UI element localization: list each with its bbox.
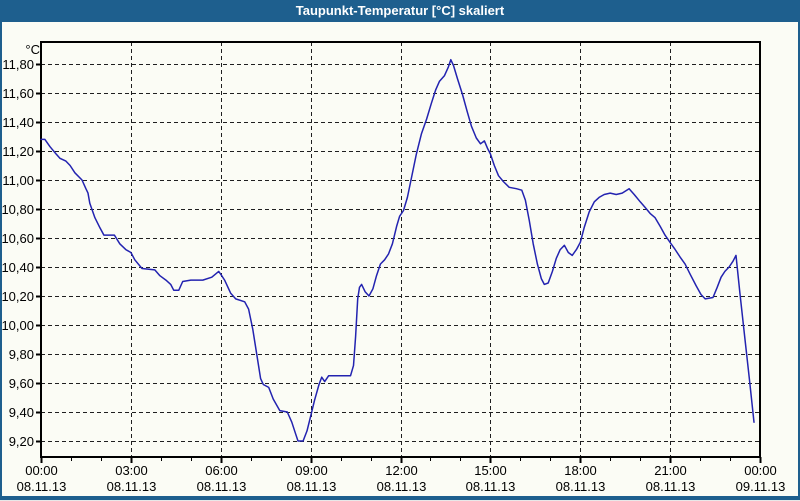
chart-area: 9,20 9,40 9,60 9,80 10,00 10,20 10,40 10,60 10,8… xyxy=(1,22,798,496)
svg-text:11,60: 11,60 xyxy=(2,86,34,101)
svg-text:9,60: 9,60 xyxy=(9,376,34,391)
chart-svg: 9,20 9,40 9,60 9,80 10,00 10,20 10,40 10,60 10,8… xyxy=(1,41,786,494)
svg-text:06:00: 06:00 xyxy=(205,463,238,478)
svg-text:10,40: 10,40 xyxy=(2,260,34,275)
svg-text:18:00: 18:00 xyxy=(564,463,597,478)
x-tick-labels: 00:0008.11.1303:0008.11.1306:0008.11.130… xyxy=(17,463,786,494)
svg-text:08.11.13: 08.11.13 xyxy=(556,479,606,494)
svg-text:10,00: 10,00 xyxy=(2,318,34,333)
svg-text:9,40: 9,40 xyxy=(9,405,34,420)
y-gridlines xyxy=(41,64,760,442)
svg-text:21:00: 21:00 xyxy=(654,463,687,478)
svg-text:10,80: 10,80 xyxy=(2,202,34,217)
svg-text:08.11.13: 08.11.13 xyxy=(466,479,516,494)
svg-text:00:00: 00:00 xyxy=(25,463,58,478)
window-title: Taupunkt-Temperatur [°C] skaliert xyxy=(295,3,505,18)
svg-text:08.11.13: 08.11.13 xyxy=(377,479,427,494)
svg-text:00:00: 00:00 xyxy=(744,463,777,478)
svg-text:15:00: 15:00 xyxy=(474,463,507,478)
svg-text:11,20: 11,20 xyxy=(2,144,34,159)
svg-text:03:00: 03:00 xyxy=(115,463,148,478)
temperature-line xyxy=(40,58,755,442)
svg-text:09:00: 09:00 xyxy=(295,463,328,478)
svg-text:11,40: 11,40 xyxy=(2,115,34,130)
svg-text:11,80: 11,80 xyxy=(2,57,34,72)
svg-text:11,00: 11,00 xyxy=(2,173,34,188)
svg-text:09.11.13: 09.11.13 xyxy=(736,479,786,494)
celsius-unit-label: °C xyxy=(25,42,40,57)
svg-text:9,80: 9,80 xyxy=(9,347,34,362)
svg-text:9,20: 9,20 xyxy=(9,434,34,449)
svg-text:08.11.13: 08.11.13 xyxy=(107,479,157,494)
svg-text:12:00: 12:00 xyxy=(385,463,418,478)
svg-text:10,20: 10,20 xyxy=(2,289,34,304)
svg-text:08.11.13: 08.11.13 xyxy=(17,479,67,494)
svg-text:08.11.13: 08.11.13 xyxy=(287,479,337,494)
plot-border xyxy=(40,41,761,458)
title-bar: Taupunkt-Temperatur [°C] skaliert xyxy=(2,0,798,22)
svg-text:10,60: 10,60 xyxy=(2,231,34,246)
y-tick-labels: 9,20 9,40 9,60 9,80 10,00 10,20 10,40 10,60 10,8… xyxy=(1,57,34,449)
svg-text:08.11.13: 08.11.13 xyxy=(646,479,696,494)
svg-text:08.11.13: 08.11.13 xyxy=(197,479,247,494)
x-gridlines xyxy=(131,42,671,457)
